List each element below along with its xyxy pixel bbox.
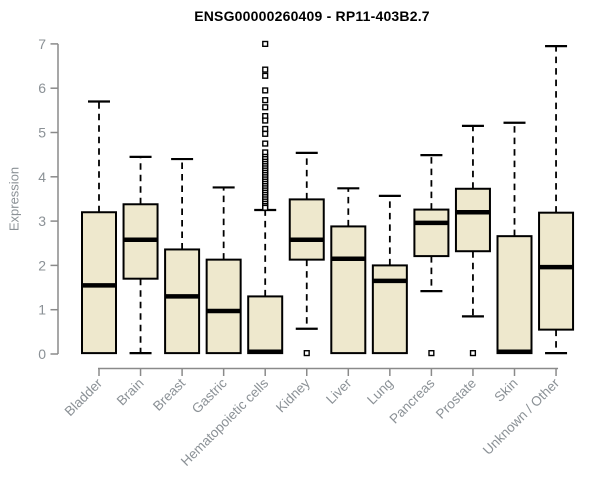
x-category-label: Unknown / Other [480,375,563,458]
outlier-point [262,130,269,137]
y-tick-label: 1 [38,302,46,318]
x-category-label: Breast [150,375,188,413]
x-category-label: Brain [114,376,147,409]
iqr-box [413,208,450,258]
x-category-label: Prostate [433,376,479,422]
iqr-box [247,295,284,355]
x-category-label: Skin [491,376,520,405]
iqr-box [371,264,408,355]
x-category-label: Lung [364,376,396,408]
iqr-box [205,258,242,355]
outlier-point [262,117,269,124]
iqr-box [330,225,367,355]
outlier-point [469,350,477,357]
y-tick-label: 6 [38,80,46,96]
x-category-label: Pancreas [387,375,438,426]
outlier-point [262,97,269,104]
y-tick-label: 3 [38,213,46,229]
outlier-point [262,104,269,111]
outlier-point [262,125,269,133]
iqr-box [538,211,575,331]
outlier-point [303,350,310,357]
x-category-label: Bladder [62,375,106,419]
iqr-box [164,248,201,355]
y-tick-label: 0 [38,346,46,362]
x-category-label: Liver [323,375,355,407]
y-tick-label: 5 [38,125,46,141]
outlier-point [262,66,269,73]
outlier-point [262,72,269,79]
outlier-point [262,140,269,147]
y-tick-label: 7 [38,36,46,52]
y-tick-label: 4 [38,169,46,185]
x-category-label: Gastric [189,375,230,416]
outlier-point [262,40,269,48]
outlier-point [262,204,269,211]
iqr-box [454,187,491,253]
y-tick-label: 2 [38,257,46,273]
iqr-box [81,211,117,355]
chart-title: ENSG00000260409 - RP11-403B2.7 [194,8,430,24]
outlier-point [262,87,269,94]
iqr-box [288,198,325,261]
iqr-box [496,235,533,355]
outlier-point [428,350,435,357]
x-category-label: Kidney [273,375,313,415]
